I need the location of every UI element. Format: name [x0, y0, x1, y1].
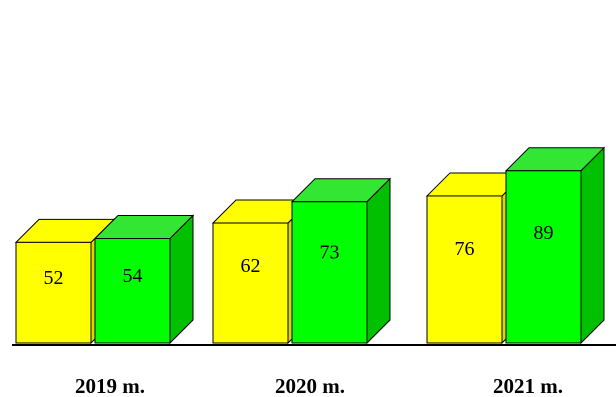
bar-2020-m-series-2: 73 [290, 177, 392, 345]
data-label-2020-m-series-1: 62 [241, 255, 261, 277]
bar-2021-m-series-2: 89 [504, 146, 606, 345]
data-label-2021-m-series-1: 76 [455, 238, 475, 260]
bar-2020-m-series-1-front [212, 222, 289, 344]
bar-2021-m-series-1-front [426, 195, 503, 344]
category-labels: 2019 m. 2020 m. 2021 m. [75, 374, 563, 397]
data-label-2021-m-series-2: 89 [534, 222, 554, 244]
bars-layer: 52 54 62 73 76 89 [14, 146, 606, 345]
bar-2019-m-series-1-front [15, 241, 92, 344]
category-label-2019-m: 2019 m. [75, 374, 145, 397]
data-label-2019-m-series-2: 54 [123, 265, 143, 287]
bar-2021-m-series-2-front [505, 170, 582, 344]
bar-2019-m-series-2-front [94, 238, 171, 344]
bar-2020-m-series-2-side [366, 177, 391, 345]
category-label-2021-m: 2021 m. [493, 374, 563, 397]
bar-2020-m-series-2-front [291, 201, 368, 344]
data-label-2019-m-series-1: 52 [44, 267, 64, 289]
data-label-2020-m-series-2: 73 [320, 242, 340, 264]
bar-2019-m-series-2: 54 [93, 214, 195, 345]
category-label-2020-m: 2020 m. [275, 374, 345, 397]
bar-2021-m-series-2-side [580, 146, 605, 345]
